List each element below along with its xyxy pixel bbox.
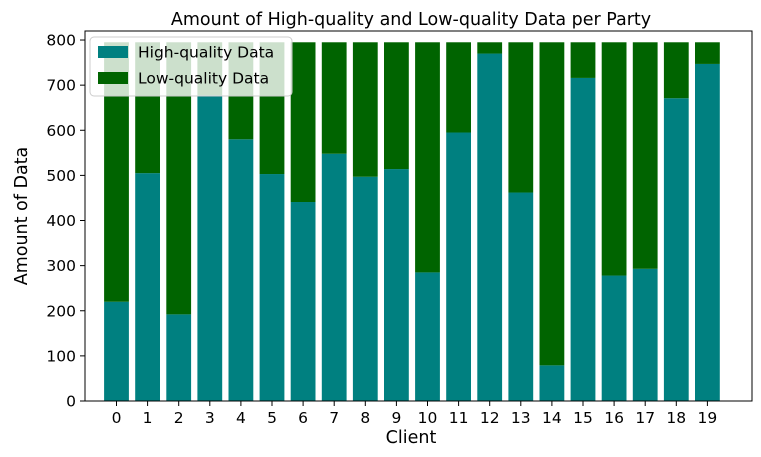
bar-low-quality-12 <box>477 42 503 54</box>
bar-high-quality-5 <box>259 174 285 401</box>
bar-high-quality-9 <box>384 169 409 401</box>
chart-title: Amount of High-quality and Low-quality D… <box>171 10 651 30</box>
legend-swatch-low-quality <box>98 72 128 84</box>
legend-label-high-quality: High-quality Data <box>138 44 274 62</box>
x-tick-label: 14 <box>542 409 562 427</box>
bar-high-quality-17 <box>632 268 658 401</box>
x-tick-label: 0 <box>112 409 122 427</box>
bar-high-quality-12 <box>477 53 503 402</box>
legend: High-quality Data Low-quality Data <box>89 36 293 97</box>
x-tick-label: 8 <box>360 409 370 427</box>
y-tick-label: 800 <box>46 32 76 50</box>
y-axis-label: Amount of Data <box>12 147 32 286</box>
y-tick-label: 100 <box>46 347 76 365</box>
bar-low-quality-15 <box>570 42 596 78</box>
bar-high-quality-2 <box>166 314 192 401</box>
bar-high-quality-19 <box>695 63 720 401</box>
plot-frame <box>84 30 753 402</box>
x-tick-label: 1 <box>143 409 153 427</box>
x-tick-label: 10 <box>418 409 438 427</box>
bar-high-quality-7 <box>321 153 347 401</box>
bar-low-quality-7 <box>321 42 347 154</box>
x-axis-ticks: 0 1 2 3 4 5 6 7 8 9 10 11 12 13 14 15 16 17 18 19 <box>112 401 718 427</box>
bar-low-quality-16 <box>601 42 627 276</box>
bar-low-quality-19 <box>695 42 720 64</box>
bar-low-quality-17 <box>632 42 658 269</box>
bar-high-quality-18 <box>663 98 689 401</box>
bar-low-quality-18 <box>663 42 689 99</box>
x-tick-label: 16 <box>604 409 624 427</box>
x-tick-label: 2 <box>174 409 184 427</box>
bar-low-quality-11 <box>446 42 471 133</box>
legend-label-low-quality: Low-quality Data <box>138 70 269 88</box>
bar-high-quality-4 <box>228 139 254 402</box>
x-tick-label: 17 <box>635 409 655 427</box>
y-tick-label: 600 <box>46 122 76 140</box>
bar-low-quality-6 <box>290 42 316 203</box>
bar-high-quality-13 <box>508 192 534 401</box>
legend-box <box>89 36 293 97</box>
y-tick-label: 200 <box>46 302 76 320</box>
x-tick-label: 9 <box>391 409 401 427</box>
x-tick-label: 13 <box>511 409 531 427</box>
x-tick-label: 5 <box>267 409 277 427</box>
y-tick-label: 0 <box>66 393 76 411</box>
x-tick-label: 15 <box>573 409 593 427</box>
x-tick-label: 4 <box>236 409 246 427</box>
bar-high-quality-8 <box>352 176 378 401</box>
y-tick-label: 400 <box>46 212 76 230</box>
bar-high-quality-0 <box>104 301 129 401</box>
bar-high-quality-14 <box>539 365 565 401</box>
x-tick-label: 6 <box>298 409 308 427</box>
y-axis-ticks: 0 100 200 300 400 500 600 700 800 <box>46 32 85 411</box>
bar-high-quality-3 <box>197 95 223 401</box>
x-tick-label: 3 <box>205 409 215 427</box>
bar-low-quality-8 <box>352 42 378 177</box>
x-axis-label: Client <box>386 428 437 448</box>
y-tick-label: 700 <box>46 77 76 95</box>
bar-low-quality-13 <box>508 42 534 193</box>
bar-low-quality-9 <box>384 42 409 170</box>
x-tick-label: 11 <box>449 409 469 427</box>
x-tick-label: 7 <box>329 409 339 427</box>
bar-high-quality-6 <box>290 202 316 401</box>
bar-high-quality-10 <box>415 272 440 401</box>
bar-low-quality-14 <box>539 42 565 366</box>
bar-high-quality-16 <box>601 275 627 401</box>
x-tick-label: 12 <box>480 409 500 427</box>
y-tick-label: 300 <box>46 257 76 275</box>
legend-swatch-high-quality <box>98 46 128 58</box>
bar-low-quality-10 <box>415 42 440 273</box>
y-tick-label: 500 <box>46 167 76 185</box>
bar-high-quality-1 <box>135 173 160 401</box>
bar-high-quality-15 <box>570 77 596 402</box>
bar-high-quality-11 <box>446 132 471 401</box>
x-tick-label: 19 <box>698 409 718 427</box>
x-tick-label: 18 <box>666 409 686 427</box>
